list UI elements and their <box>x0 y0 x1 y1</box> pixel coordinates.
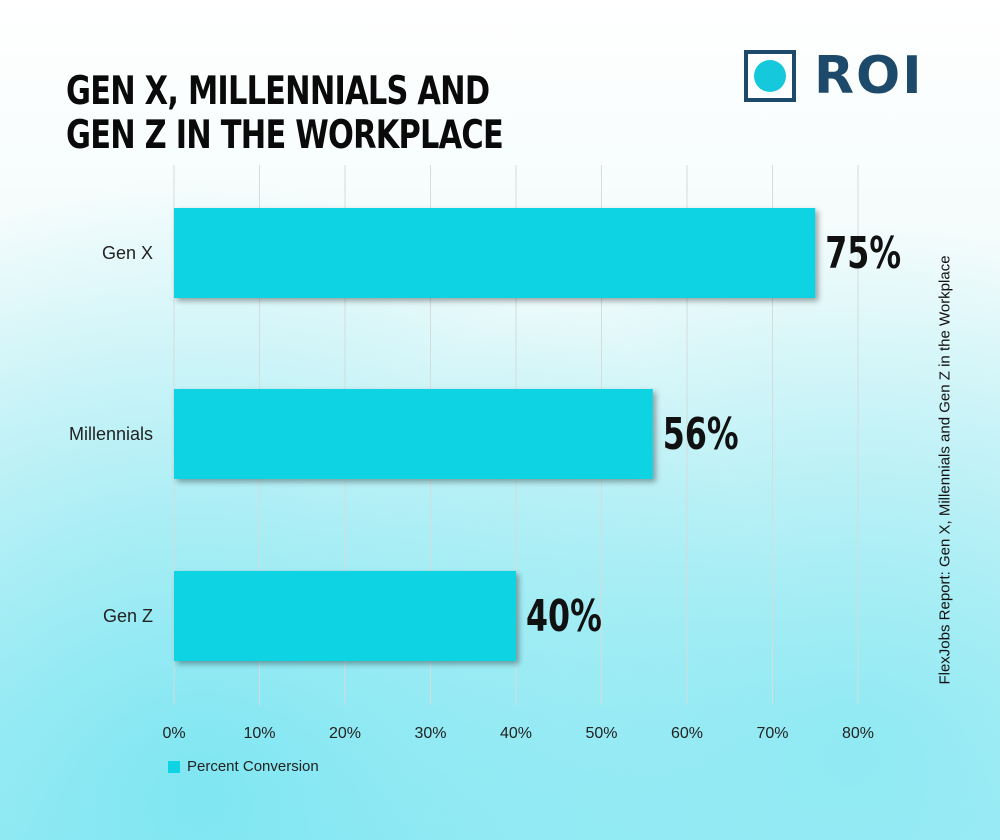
x-tick-label: 20% <box>329 725 361 742</box>
data-label: 56% <box>663 409 739 461</box>
bar-gen-z <box>174 571 516 661</box>
legend-label: Percent Conversion <box>187 758 319 775</box>
source-note: FlexJobs Report: Gen X, Millennials and … <box>936 255 954 685</box>
x-tick-label: 10% <box>243 725 275 742</box>
legend-swatch <box>168 760 180 773</box>
roi-logo-text: ROI <box>814 46 924 106</box>
x-tick-label: 50% <box>585 725 617 742</box>
x-tick-label: 70% <box>756 725 788 742</box>
bar-millennials <box>174 389 653 479</box>
category-label: Millennials <box>69 424 153 444</box>
data-label: 40% <box>526 591 602 643</box>
chart-title-line-1: Gen X, Millennials and <box>66 69 490 114</box>
x-tick-label: 0% <box>162 725 185 742</box>
category-label: Gen X <box>102 243 153 263</box>
x-tick-label: 80% <box>842 725 874 742</box>
chart-title-line-2: Gen Z in the Workplace <box>66 113 504 158</box>
x-tick-label: 40% <box>500 725 532 742</box>
chart-legend: Percent Conversion <box>168 758 319 775</box>
chart-title: Gen X, Millennials and Gen Z in the Work… <box>66 69 504 158</box>
roi-logo-mark-icon <box>744 50 796 102</box>
x-tick-label: 60% <box>671 725 703 742</box>
roi-logo: ROI <box>744 48 924 104</box>
x-tick-label: 30% <box>414 725 446 742</box>
category-label: Gen Z <box>103 606 153 626</box>
data-label: 75% <box>825 228 901 280</box>
bar-gen-x <box>174 208 816 298</box>
